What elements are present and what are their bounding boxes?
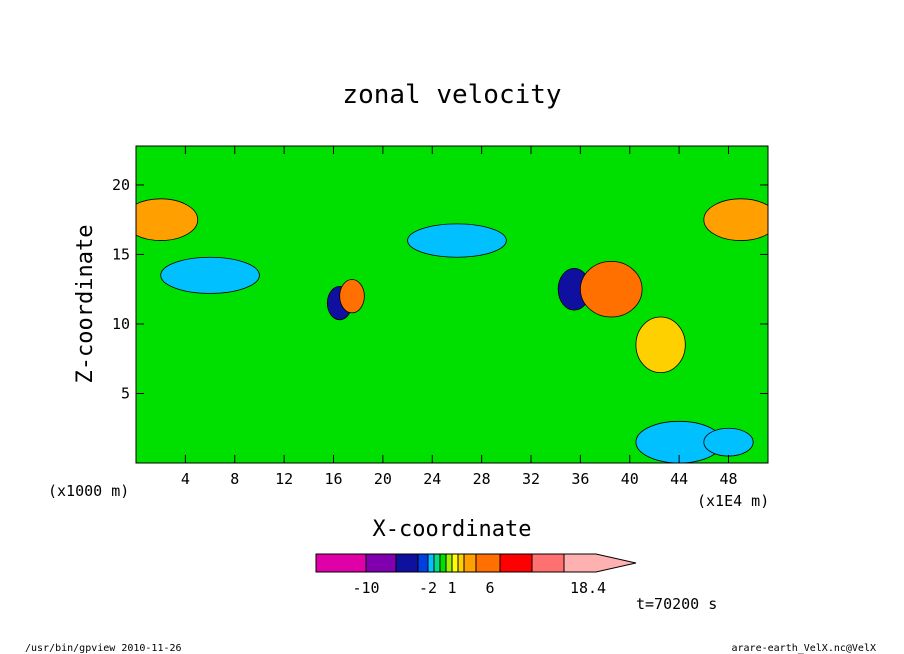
x-tick-label: 20 [374,470,392,488]
colorbar-segment [499,553,533,573]
colorbar-segment [395,553,419,573]
colorbar-segment [463,553,477,573]
colorbar [315,553,637,573]
contour-region [407,223,507,258]
colorbar-segment [433,553,441,573]
colorbar-segment [563,553,637,573]
y-tick-label: 20 [112,176,130,194]
y-tick-label: 5 [121,384,130,402]
plot-frame [135,145,769,464]
y-axis: 5 10 15 20 [112,176,768,402]
colorbar-segment [531,553,565,573]
colorbar-segment [417,553,429,573]
colorbar-segment [315,553,367,573]
contour-region [635,316,686,374]
x-unit-left: (x1000 m) [48,482,129,500]
y-tick-label: 15 [112,245,130,263]
x-tick-label: 36 [571,470,589,488]
colorbar-tick-label: -10 [352,579,379,597]
colorbar-tick-label: -2 [419,579,437,597]
contour-region [160,256,260,294]
x-tick-label: 32 [522,470,540,488]
colorbar-ticks: -10 -2 1 6 18.4 [352,579,606,597]
time-label: t=70200 s [636,595,717,613]
footer-right: arare-earth_VelX.nc@VelX [732,643,877,654]
x-axis: 4 8 12 16 20 24 28 32 36 40 44 48 [181,146,738,488]
x-tick-label: 16 [324,470,342,488]
contour-region [703,427,754,457]
colorbar-segment [445,553,453,573]
plot-background [136,146,768,463]
x-tick-label: 28 [473,470,491,488]
x-tick-label: 4 [181,470,190,488]
colorbar-tick-label: 6 [485,579,494,597]
contour-region [579,260,643,318]
y-tick-label: 10 [112,315,130,333]
x-unit-right: (x1E4 m) [697,492,769,510]
x-axis-label: X-coordinate [373,517,532,542]
contour-region [339,279,365,314]
x-tick-label: 48 [719,470,737,488]
colorbar-tick-label: 18.4 [570,579,606,597]
contour-region [703,198,768,241]
x-tick-label: 24 [423,470,441,488]
colorbar-segment [365,553,397,573]
colorbar-segment [439,553,447,573]
contour-region [136,198,199,241]
colorbar-segment [427,553,435,573]
x-tick-label: 12 [275,470,293,488]
x-tick-label: 8 [230,470,239,488]
x-tick-label: 40 [621,470,639,488]
x-tick-label: 44 [670,470,688,488]
colorbar-segment [475,553,501,573]
colorbar-segment [457,553,465,573]
chart-title: zonal velocity [342,80,561,110]
colorbar-segment [451,553,459,573]
plot-area [135,145,769,464]
footer-left: /usr/bin/gpview 2010-11-26 [25,643,182,654]
colorbar-tick-label: 1 [447,579,456,597]
y-axis-label: Z-coordinate [73,225,98,384]
